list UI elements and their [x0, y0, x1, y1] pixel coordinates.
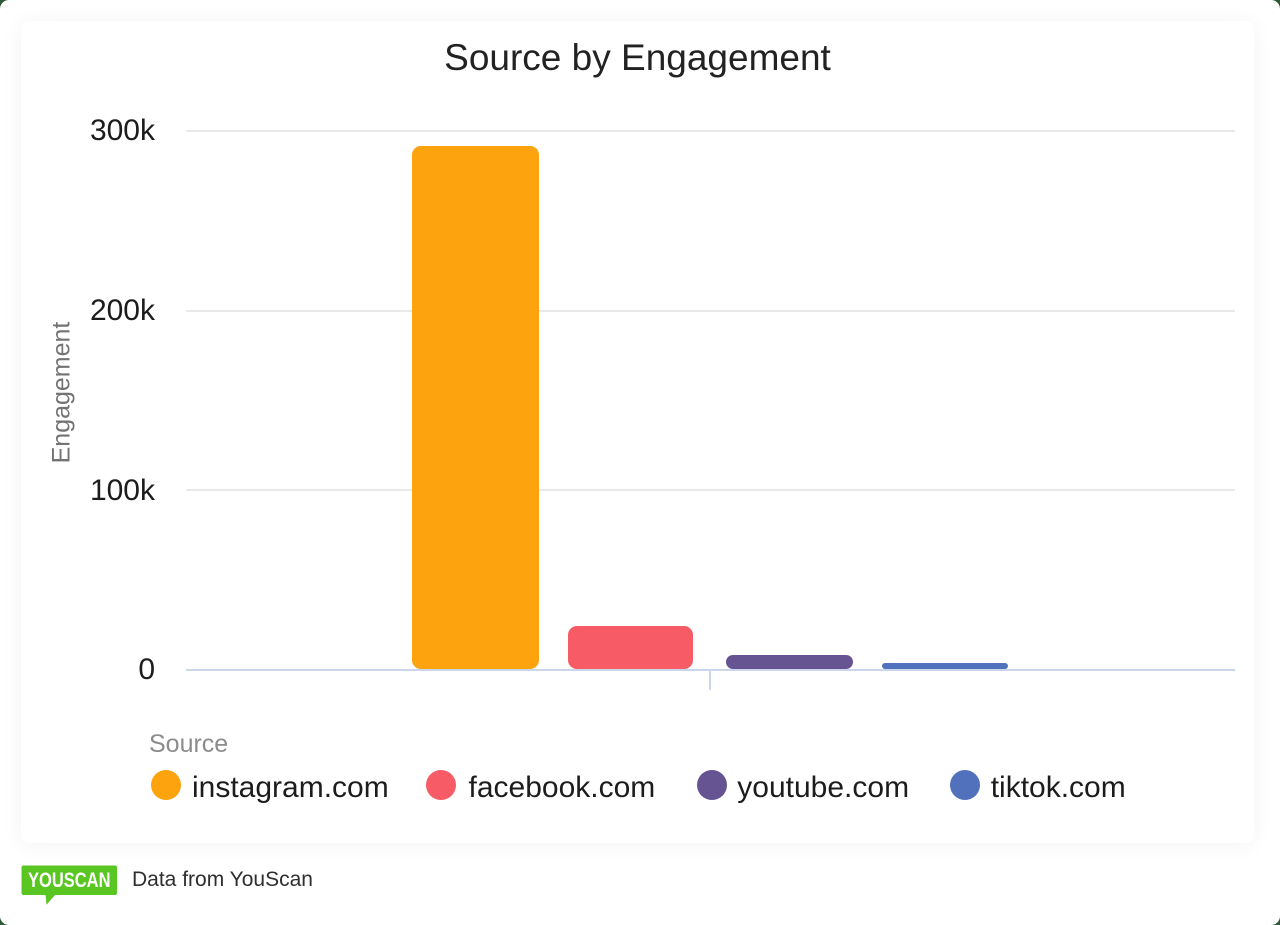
svg-text:YOUSCAN: YOUSCAN	[28, 868, 111, 892]
